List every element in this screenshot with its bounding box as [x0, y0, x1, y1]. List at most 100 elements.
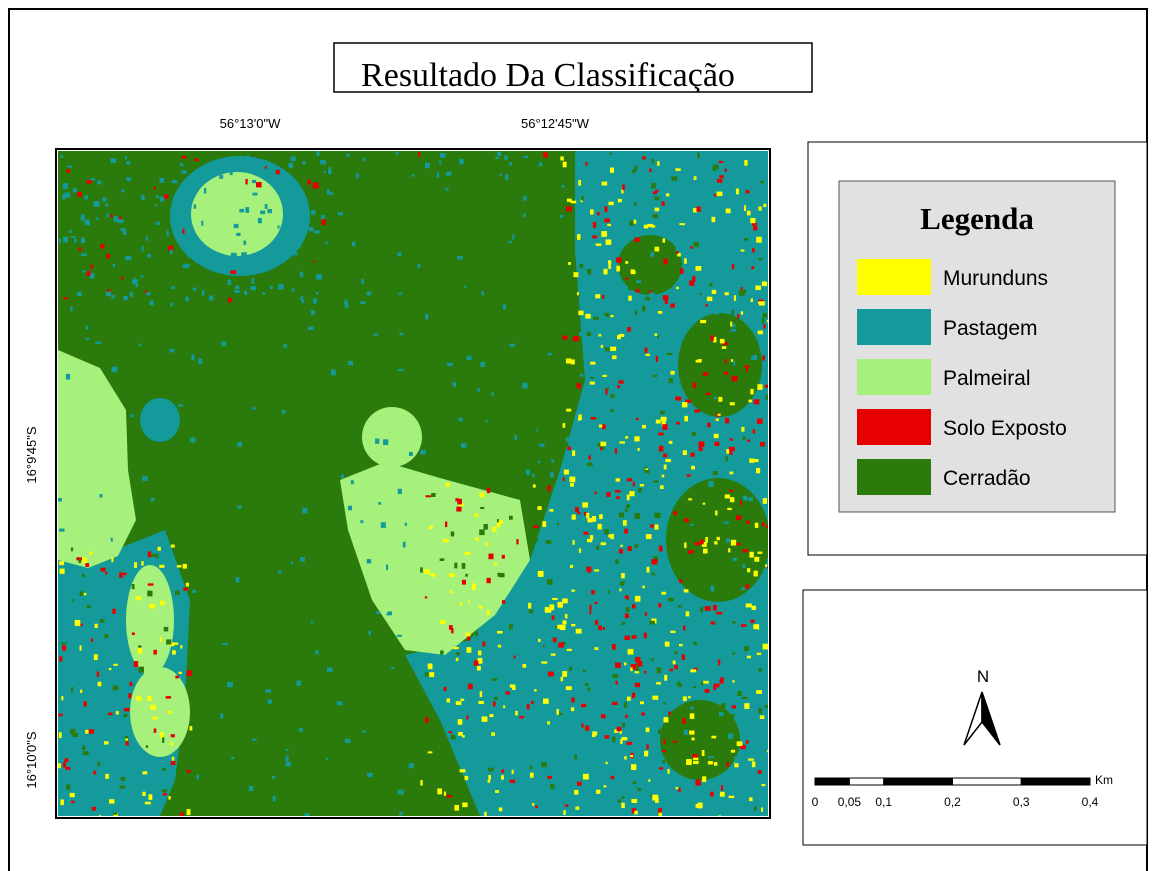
- speckle: [737, 741, 743, 746]
- speckle: [690, 333, 695, 337]
- speckle: [638, 488, 641, 493]
- speckle: [488, 554, 493, 560]
- speckle: [651, 225, 656, 227]
- speckle: [252, 278, 255, 284]
- speckle: [510, 344, 515, 347]
- speckle: [669, 378, 673, 383]
- speckle: [399, 812, 403, 815]
- speckle: [523, 489, 528, 494]
- speckle: [492, 679, 498, 681]
- speckle: [522, 383, 527, 389]
- speckle: [105, 204, 108, 207]
- speckle: [321, 219, 325, 225]
- speckle: [202, 290, 204, 295]
- speckle: [547, 776, 552, 779]
- speckle: [462, 580, 466, 585]
- speckle: [257, 266, 260, 270]
- speckle: [126, 161, 131, 164]
- speckle: [650, 795, 652, 797]
- speckle: [752, 248, 755, 252]
- speckle: [74, 238, 76, 242]
- speckle: [100, 494, 103, 497]
- speckle: [156, 222, 160, 225]
- speckle: [158, 547, 161, 551]
- speckle: [694, 410, 700, 413]
- speckle: [82, 746, 85, 750]
- speckle: [134, 562, 137, 568]
- speckle: [658, 730, 661, 735]
- speckle: [694, 176, 697, 180]
- speckle: [175, 676, 179, 679]
- speckle: [449, 731, 452, 733]
- speckle: [640, 701, 644, 704]
- speckle: [665, 642, 670, 647]
- speckle: [658, 433, 664, 436]
- speckle: [87, 605, 91, 608]
- speckle: [489, 714, 493, 717]
- speckle: [171, 545, 175, 548]
- speckle: [609, 335, 615, 337]
- speckle: [631, 799, 637, 803]
- speckle: [596, 243, 602, 246]
- speckle: [235, 290, 240, 293]
- class-area: [191, 172, 283, 256]
- speckle: [523, 196, 527, 201]
- speckle: [701, 682, 703, 686]
- speckle: [749, 458, 754, 462]
- speckle: [141, 275, 144, 278]
- speckle: [641, 712, 645, 715]
- speckle: [528, 498, 532, 503]
- speckle: [638, 555, 642, 559]
- speckle: [636, 289, 640, 293]
- speckle: [670, 371, 674, 375]
- speckle: [456, 658, 459, 661]
- speckle: [477, 388, 480, 391]
- speckle: [497, 631, 503, 634]
- speckle: [316, 292, 318, 294]
- speckle: [67, 169, 70, 173]
- speckle: [642, 275, 647, 279]
- speckle: [209, 296, 213, 301]
- speckle: [762, 281, 767, 286]
- speckle: [581, 196, 584, 200]
- speckle: [663, 702, 665, 705]
- speckle: [759, 562, 765, 568]
- speckle: [241, 252, 247, 256]
- speckle: [110, 158, 116, 163]
- speckle: [610, 315, 613, 317]
- speckle: [724, 631, 729, 634]
- speckle: [709, 638, 714, 640]
- speckle: [690, 669, 696, 672]
- speckle: [692, 754, 698, 758]
- speckle: [230, 172, 233, 175]
- speckle: [655, 208, 659, 212]
- speckle: [194, 204, 196, 208]
- speckle: [712, 290, 716, 294]
- speckle: [622, 723, 625, 728]
- speckle: [617, 774, 620, 780]
- speckle: [411, 174, 414, 176]
- speckle: [475, 537, 479, 540]
- legend-title: Legenda: [920, 201, 1034, 236]
- speckle: [71, 801, 75, 804]
- speckle: [686, 611, 690, 616]
- speckle: [523, 156, 528, 158]
- speckle: [362, 730, 366, 732]
- speckle: [753, 629, 758, 633]
- speckle: [622, 797, 625, 799]
- speckle: [714, 397, 717, 400]
- speckle: [141, 246, 143, 252]
- speckle: [121, 189, 124, 192]
- speckle: [599, 551, 605, 553]
- speckle: [604, 785, 607, 787]
- speckle: [602, 295, 604, 299]
- scale-label: 0,2: [944, 795, 961, 809]
- speckle: [190, 691, 194, 697]
- speckle: [97, 672, 99, 677]
- speckle: [657, 192, 662, 198]
- speckle: [763, 644, 768, 650]
- speckle: [630, 755, 633, 757]
- speckle: [720, 679, 724, 684]
- speckle: [656, 424, 661, 426]
- speckle: [671, 573, 675, 577]
